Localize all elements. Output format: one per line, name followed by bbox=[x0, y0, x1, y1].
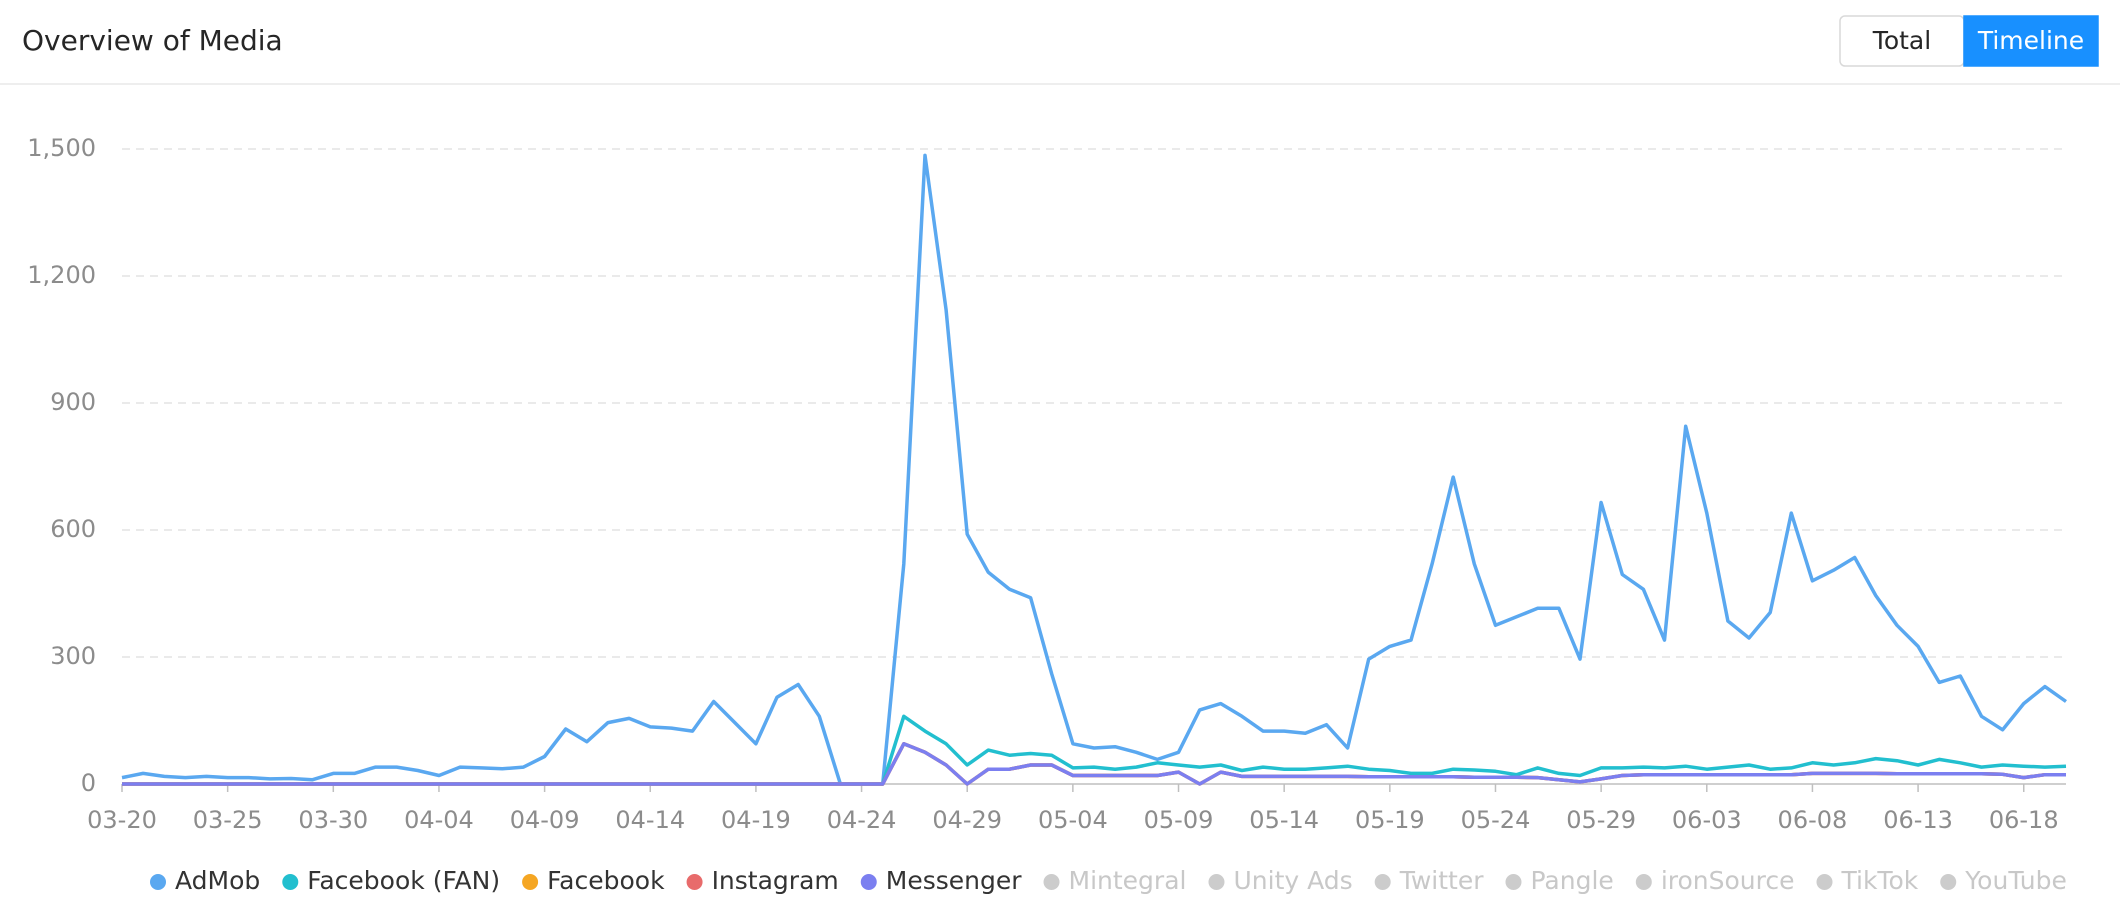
x-tick-label: 03-25 bbox=[193, 806, 263, 834]
x-tick-label: 03-30 bbox=[298, 806, 368, 834]
legend-marker[interactable] bbox=[1505, 874, 1522, 890]
legend-marker[interactable] bbox=[1940, 874, 1957, 890]
legend-label[interactable]: Facebook bbox=[547, 866, 665, 895]
legend-label[interactable]: Facebook (FAN) bbox=[307, 866, 500, 895]
y-tick-label: 1,200 bbox=[27, 261, 96, 289]
toggle-button-label[interactable]: Timeline bbox=[1977, 26, 2084, 55]
legend-marker[interactable] bbox=[1208, 874, 1225, 890]
legend-label[interactable]: Twitter bbox=[1399, 866, 1485, 895]
legend-label[interactable]: AdMob bbox=[175, 866, 260, 895]
series-line bbox=[121, 153, 2068, 786]
x-tick-label: 04-04 bbox=[404, 806, 474, 834]
series-line bbox=[122, 742, 2066, 786]
legend-label[interactable]: TikTok bbox=[1841, 866, 1919, 895]
y-tick-label: 600 bbox=[50, 515, 96, 543]
x-tick-label: 04-14 bbox=[615, 806, 685, 834]
x-tick-label: 05-24 bbox=[1461, 806, 1531, 834]
y-tick-label: 0 bbox=[81, 769, 96, 797]
chart-title: Overview of Media bbox=[22, 24, 283, 57]
legend-marker[interactable] bbox=[282, 874, 299, 890]
x-tick-label: 06-03 bbox=[1672, 806, 1742, 834]
legend-marker[interactable] bbox=[1635, 874, 1652, 890]
legend-marker[interactable] bbox=[1816, 874, 1833, 890]
y-tick-label: 300 bbox=[50, 642, 96, 670]
legend-label[interactable]: Instagram bbox=[712, 866, 839, 895]
x-tick-label: 04-19 bbox=[721, 806, 791, 834]
legend-marker[interactable] bbox=[1374, 874, 1391, 890]
toggle-button[interactable] bbox=[1963, 15, 2099, 67]
x-tick-label: 06-13 bbox=[1883, 806, 1953, 834]
x-tick-label: 06-18 bbox=[1989, 806, 2059, 834]
series-line bbox=[122, 742, 2066, 786]
toggle-button-label[interactable]: Total bbox=[1872, 26, 1931, 55]
x-tick-label: 05-14 bbox=[1249, 806, 1319, 834]
legend-label[interactable]: ironSource bbox=[1661, 866, 1795, 895]
legend-marker[interactable] bbox=[860, 874, 877, 890]
legend-label[interactable]: Messenger bbox=[886, 866, 1022, 895]
x-tick-label: 04-09 bbox=[510, 806, 580, 834]
y-tick-label: 1,500 bbox=[27, 134, 96, 162]
legend-marker[interactable] bbox=[522, 874, 539, 890]
x-tick-label: 05-19 bbox=[1355, 806, 1425, 834]
x-tick-label: 03-20 bbox=[87, 806, 157, 834]
legend-marker[interactable] bbox=[686, 874, 703, 890]
legend-label[interactable]: Pangle bbox=[1530, 866, 1613, 895]
x-tick-label: 04-24 bbox=[827, 806, 897, 834]
x-tick-label: 04-29 bbox=[932, 806, 1002, 834]
legend-label[interactable]: Unity Ads bbox=[1233, 866, 1352, 895]
legend-marker[interactable] bbox=[150, 874, 166, 890]
x-tick-label: 05-09 bbox=[1144, 806, 1214, 834]
x-tick-label: 05-04 bbox=[1038, 806, 1108, 834]
legend-marker[interactable] bbox=[1043, 874, 1060, 890]
legend-label[interactable]: YouTube bbox=[1964, 866, 2067, 895]
y-tick-label: 900 bbox=[50, 388, 96, 416]
x-tick-label: 05-29 bbox=[1566, 806, 1636, 834]
series-line bbox=[122, 742, 2066, 786]
x-tick-label: 06-08 bbox=[1778, 806, 1848, 834]
legend-label[interactable]: Mintegral bbox=[1069, 866, 1187, 895]
